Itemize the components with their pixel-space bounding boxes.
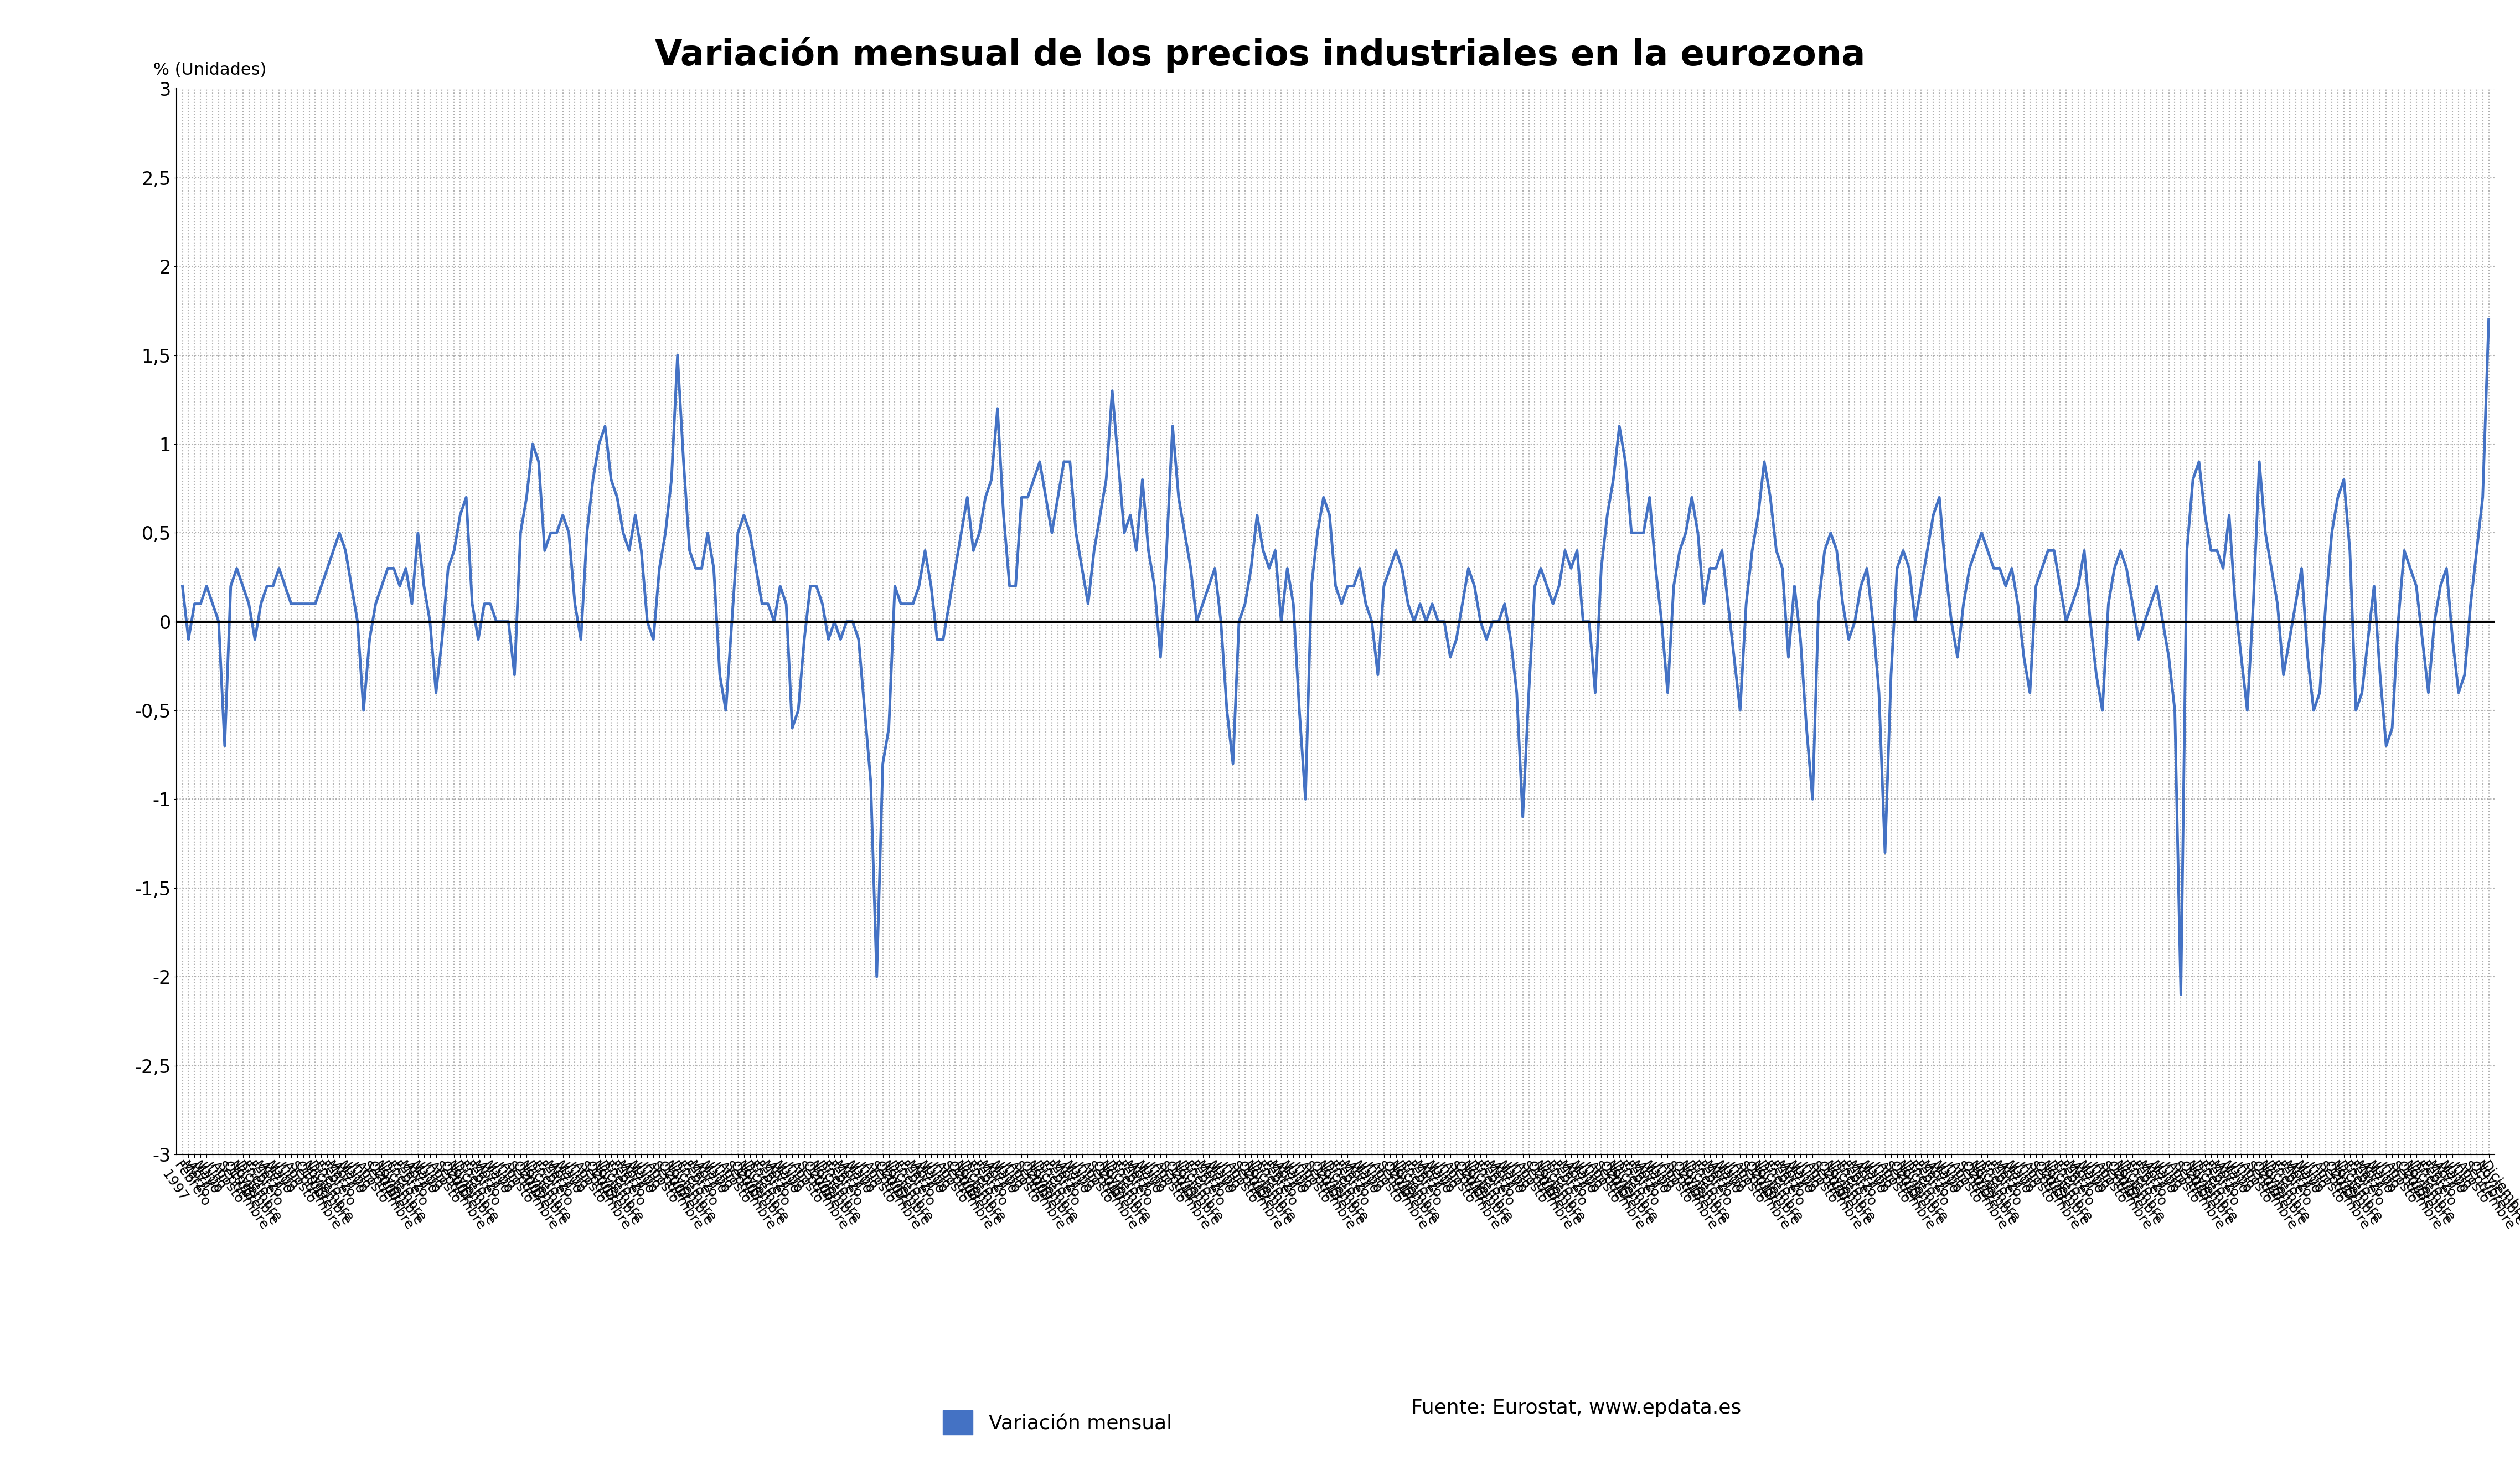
Text: % (Unidades): % (Unidades) <box>154 62 267 78</box>
Text: Variación mensual de los precios industriales en la eurozona: Variación mensual de los precios industr… <box>655 37 1865 73</box>
Text: Fuente: Eurostat, www.epdata.es: Fuente: Eurostat, www.epdata.es <box>1411 1399 1741 1418</box>
Legend: Variación mensual: Variación mensual <box>935 1403 1179 1443</box>
